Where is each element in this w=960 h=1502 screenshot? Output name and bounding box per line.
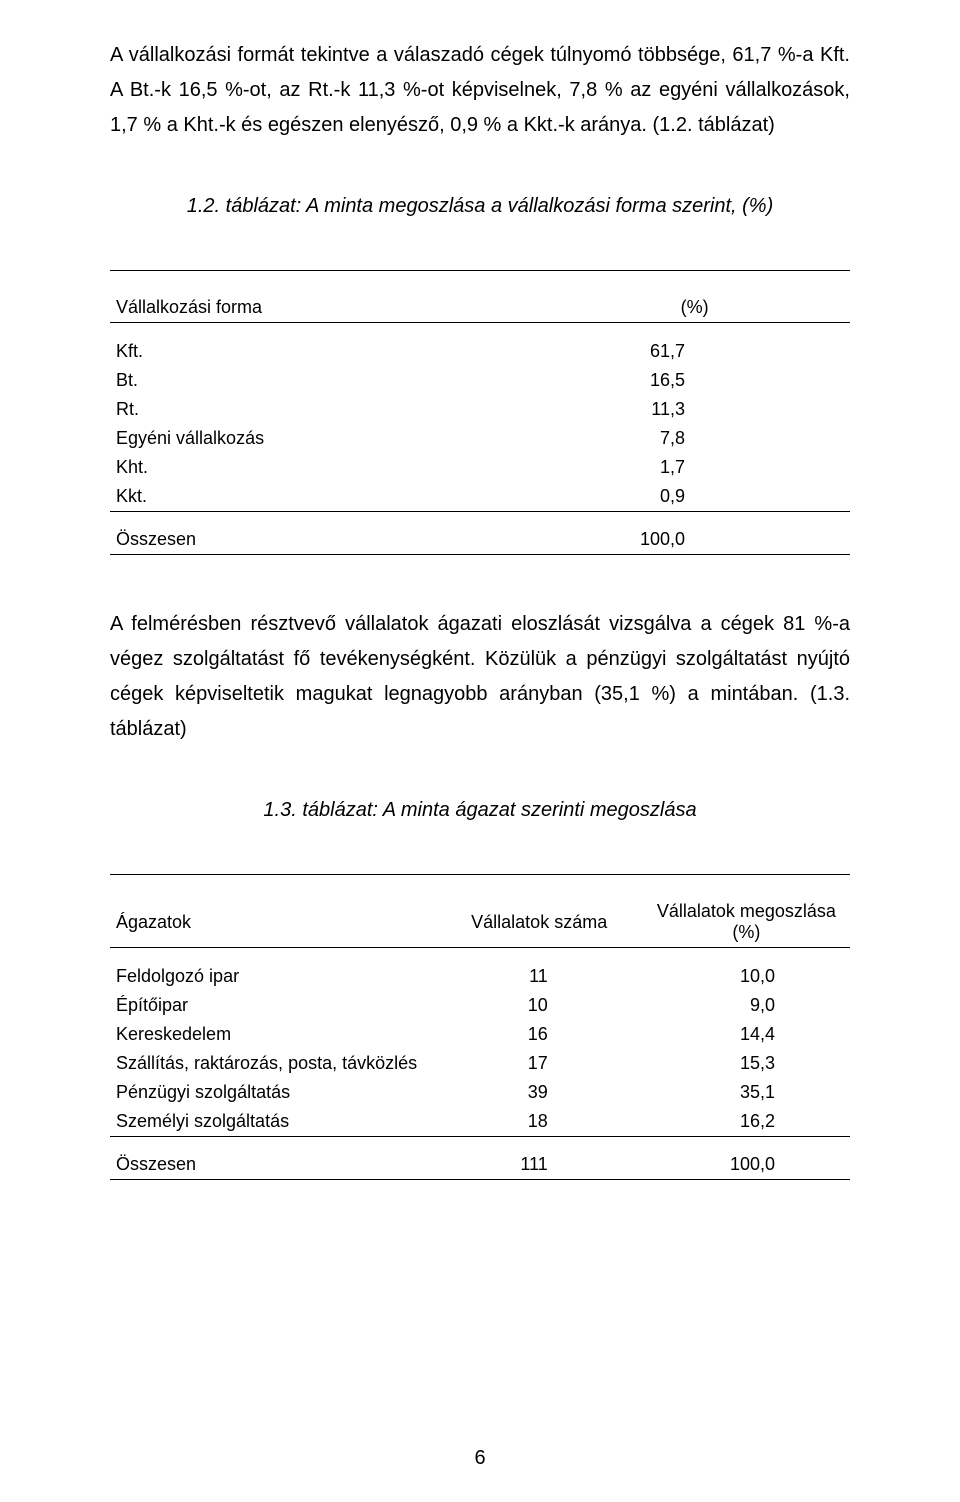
table-2-caption: 1.3. táblázat: A minta ágazat szerinti m… — [110, 799, 850, 822]
t2-cell-count: 11 — [436, 962, 643, 991]
document-page: A vállalkozási formát tekintve a válasza… — [0, 0, 960, 1502]
paragraph-1: A vállalkozási formát tekintve a válasza… — [110, 38, 850, 143]
table-1-caption: 1.2. táblázat: A minta megoszlása a váll… — [110, 195, 850, 218]
t2-cell-count: 18 — [436, 1107, 643, 1137]
t1-total-label: Összesen — [110, 525, 539, 555]
t1-total-pct: 100,0 — [539, 525, 850, 555]
t1-head-pct: (%) — [539, 293, 850, 323]
t2-cell-sector: Kereskedelem — [110, 1020, 436, 1049]
t2-cell-pct: 35,1 — [643, 1078, 850, 1107]
table-row: Kht. 1,7 — [110, 453, 850, 482]
t2-cell-count: 17 — [436, 1049, 643, 1078]
t2-head-count: Vállalatok száma — [436, 897, 643, 948]
table-total-row: Összesen 111 100,0 — [110, 1150, 850, 1180]
t1-cell-pct: 11,3 — [539, 395, 850, 424]
t2-cell-count: 10 — [436, 991, 643, 1020]
t2-cell-sector: Építőipar — [110, 991, 436, 1020]
table-row: Rt. 11,3 — [110, 395, 850, 424]
t1-cell-pct: 7,8 — [539, 424, 850, 453]
t1-cell-form: Kkt. — [110, 482, 539, 512]
t1-cell-pct: 0,9 — [539, 482, 850, 512]
table-row: Feldolgozó ipar 11 10,0 — [110, 962, 850, 991]
t2-cell-pct: 14,4 — [643, 1020, 850, 1049]
t1-cell-form: Bt. — [110, 366, 539, 395]
t1-cell-form: Kht. — [110, 453, 539, 482]
table-row: Kereskedelem 16 14,4 — [110, 1020, 850, 1049]
table-row: Egyéni vállalkozás 7,8 — [110, 424, 850, 453]
t2-total-count: 111 — [436, 1150, 643, 1180]
t2-head-sector: Ágazatok — [110, 897, 436, 948]
t2-cell-pct: 15,3 — [643, 1049, 850, 1078]
t1-cell-pct: 16,5 — [539, 366, 850, 395]
table-row: Építőipar 10 9,0 — [110, 991, 850, 1020]
table-total-row: Összesen 100,0 — [110, 525, 850, 555]
table-2: Ágazatok Vállalatok száma Vállalatok meg… — [110, 874, 850, 1180]
t2-cell-sector: Szállítás, raktározás, posta, távközlés — [110, 1049, 436, 1078]
t2-cell-pct: 9,0 — [643, 991, 850, 1020]
t1-cell-pct: 61,7 — [539, 337, 850, 366]
page-number: 6 — [0, 1447, 960, 1470]
t2-cell-pct: 10,0 — [643, 962, 850, 991]
table-row: Kft. 61,7 — [110, 337, 850, 366]
t1-head-form: Vállalkozási forma — [110, 293, 539, 323]
t2-head-pct: Vállalatok megoszlása (%) — [643, 897, 850, 948]
t2-total-label: Összesen — [110, 1150, 436, 1180]
t1-cell-form: Kft. — [110, 337, 539, 366]
t2-cell-sector: Személyi szolgáltatás — [110, 1107, 436, 1137]
t2-cell-count: 39 — [436, 1078, 643, 1107]
table-row: Személyi szolgáltatás 18 16,2 — [110, 1107, 850, 1137]
t1-cell-pct: 1,7 — [539, 453, 850, 482]
table-row: Bt. 16,5 — [110, 366, 850, 395]
table-row: Kkt. 0,9 — [110, 482, 850, 512]
t2-cell-sector: Feldolgozó ipar — [110, 962, 436, 991]
table-1: Vállalkozási forma (%) Kft. 61,7 Bt. 16,… — [110, 270, 850, 555]
table-row: Szállítás, raktározás, posta, távközlés … — [110, 1049, 850, 1078]
t1-cell-form: Rt. — [110, 395, 539, 424]
t2-cell-pct: 16,2 — [643, 1107, 850, 1137]
table-row: Pénzügyi szolgáltatás 39 35,1 — [110, 1078, 850, 1107]
t1-cell-form: Egyéni vállalkozás — [110, 424, 539, 453]
t2-cell-count: 16 — [436, 1020, 643, 1049]
t2-cell-sector: Pénzügyi szolgáltatás — [110, 1078, 436, 1107]
paragraph-2: A felmérésben résztvevő vállalatok ágaza… — [110, 607, 850, 747]
t2-total-pct: 100,0 — [643, 1150, 850, 1180]
